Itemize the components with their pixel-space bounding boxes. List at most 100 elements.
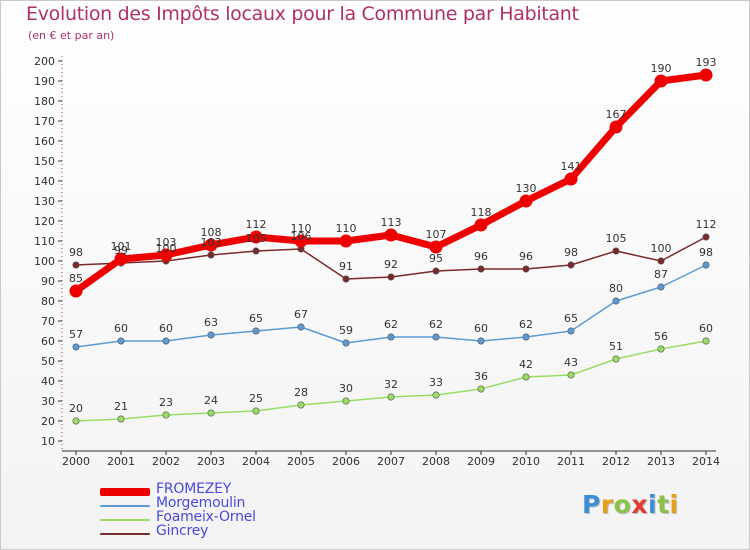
- data-label-morgemoulin: 60: [159, 322, 173, 335]
- legend-swatch: [100, 519, 150, 521]
- data-label-morgemoulin: 57: [69, 328, 83, 341]
- chart-subtitle: (en € et par an): [28, 29, 115, 42]
- data-point-fromezey: [204, 238, 218, 252]
- y-tick-label: 70: [41, 315, 55, 328]
- x-tick-label: 2004: [242, 455, 270, 468]
- y-tick-label: 100: [34, 255, 55, 268]
- data-point-morgemoulin: [117, 337, 125, 345]
- data-point-fromezey: [384, 228, 398, 242]
- y-tick-label: 20: [41, 415, 55, 428]
- data-point-fromezey: [159, 248, 173, 262]
- data-label-fromezey: 85: [69, 272, 83, 285]
- data-label-fromezey: 113: [381, 216, 402, 229]
- data-label-morgemoulin: 62: [429, 318, 443, 331]
- x-tick-label: 2001: [107, 455, 135, 468]
- legend-swatch: [100, 505, 150, 507]
- data-point-foameix-ornel: [207, 409, 215, 417]
- x-tick-label: 2002: [152, 455, 180, 468]
- y-tick-label: 110: [34, 235, 55, 248]
- data-point-foameix-ornel: [432, 391, 440, 399]
- data-point-foameix-ornel: [117, 415, 125, 423]
- data-point-fromezey: [69, 284, 83, 298]
- data-point-foameix-ornel: [72, 417, 80, 425]
- data-label-morgemoulin: 98: [699, 246, 713, 259]
- y-tick-label: 90: [41, 275, 55, 288]
- data-label-fromezey: 190: [651, 62, 672, 75]
- x-tick-label: 2005: [287, 455, 315, 468]
- data-label-gincrey: 96: [474, 250, 488, 263]
- data-point-fromezey: [609, 120, 623, 134]
- data-point-gincrey: [477, 265, 485, 273]
- data-label-fromezey: 141: [561, 160, 582, 173]
- data-label-foameix-ornel: 60: [699, 322, 713, 335]
- x-tick-label: 2009: [467, 455, 495, 468]
- data-label-morgemoulin: 65: [564, 312, 578, 325]
- data-label-gincrey: 95: [429, 252, 443, 265]
- data-point-morgemoulin: [252, 327, 260, 335]
- data-point-fromezey: [429, 240, 443, 254]
- data-point-morgemoulin: [522, 333, 530, 341]
- data-label-foameix-ornel: 28: [294, 386, 308, 399]
- data-label-gincrey: 96: [519, 250, 533, 263]
- data-label-gincrey: 100: [156, 242, 177, 255]
- data-label-gincrey: 105: [246, 232, 267, 245]
- data-label-morgemoulin: 65: [249, 312, 263, 325]
- data-label-gincrey: 100: [651, 242, 672, 255]
- data-label-fromezey: 118: [471, 206, 492, 219]
- data-label-foameix-ornel: 32: [384, 378, 398, 391]
- data-label-fromezey: 112: [246, 218, 267, 231]
- data-label-foameix-ornel: 20: [69, 402, 83, 415]
- data-point-gincrey: [342, 275, 350, 283]
- logo-letter: P: [582, 490, 601, 519]
- data-point-morgemoulin: [162, 337, 170, 345]
- data-label-foameix-ornel: 42: [519, 358, 533, 371]
- logo-letter: o: [613, 490, 632, 519]
- data-point-morgemoulin: [702, 261, 710, 269]
- y-tick-label: 50: [41, 355, 55, 368]
- data-point-fromezey: [294, 234, 308, 248]
- data-label-morgemoulin: 63: [204, 316, 218, 329]
- data-label-foameix-ornel: 21: [114, 400, 128, 413]
- data-label-foameix-ornel: 23: [159, 396, 173, 409]
- data-point-morgemoulin: [612, 297, 620, 305]
- data-point-gincrey: [612, 247, 620, 255]
- data-label-morgemoulin: 60: [114, 322, 128, 335]
- data-label-fromezey: 103: [156, 236, 177, 249]
- data-label-fromezey: 110: [336, 222, 357, 235]
- x-tick-label: 2010: [512, 455, 540, 468]
- legend-swatch: [100, 488, 150, 496]
- data-point-morgemoulin: [432, 333, 440, 341]
- data-label-fromezey: 130: [516, 182, 537, 195]
- y-tick-label: 140: [34, 175, 55, 188]
- y-tick-label: 120: [34, 215, 55, 228]
- data-label-morgemoulin: 62: [519, 318, 533, 331]
- data-label-fromezey: 193: [696, 56, 717, 69]
- data-point-morgemoulin: [477, 337, 485, 345]
- data-point-morgemoulin: [387, 333, 395, 341]
- y-tick-label: 190: [34, 75, 55, 88]
- x-tick-label: 2013: [647, 455, 675, 468]
- data-label-foameix-ornel: 30: [339, 382, 353, 395]
- x-tick-label: 2003: [197, 455, 225, 468]
- data-label-gincrey: 99: [114, 244, 128, 257]
- data-label-foameix-ornel: 43: [564, 356, 578, 369]
- logo-letter: x: [631, 490, 648, 519]
- y-tick-label: 180: [34, 95, 55, 108]
- x-tick-label: 2008: [422, 455, 450, 468]
- data-point-foameix-ornel: [477, 385, 485, 393]
- legend-label: Gincrey: [156, 523, 209, 539]
- data-point-gincrey: [657, 257, 665, 265]
- data-point-foameix-ornel: [387, 393, 395, 401]
- data-label-fromezey: 107: [426, 228, 447, 241]
- data-label-foameix-ornel: 36: [474, 370, 488, 383]
- data-point-foameix-ornel: [252, 407, 260, 415]
- logo-letter: t: [657, 490, 670, 519]
- data-point-gincrey: [207, 251, 215, 259]
- logo-letter: r: [600, 490, 614, 519]
- data-point-morgemoulin: [657, 283, 665, 291]
- data-label-gincrey: 98: [69, 246, 83, 259]
- data-label-morgemoulin: 59: [339, 324, 353, 337]
- x-tick-label: 2007: [377, 455, 405, 468]
- x-tick-label: 2014: [692, 455, 720, 468]
